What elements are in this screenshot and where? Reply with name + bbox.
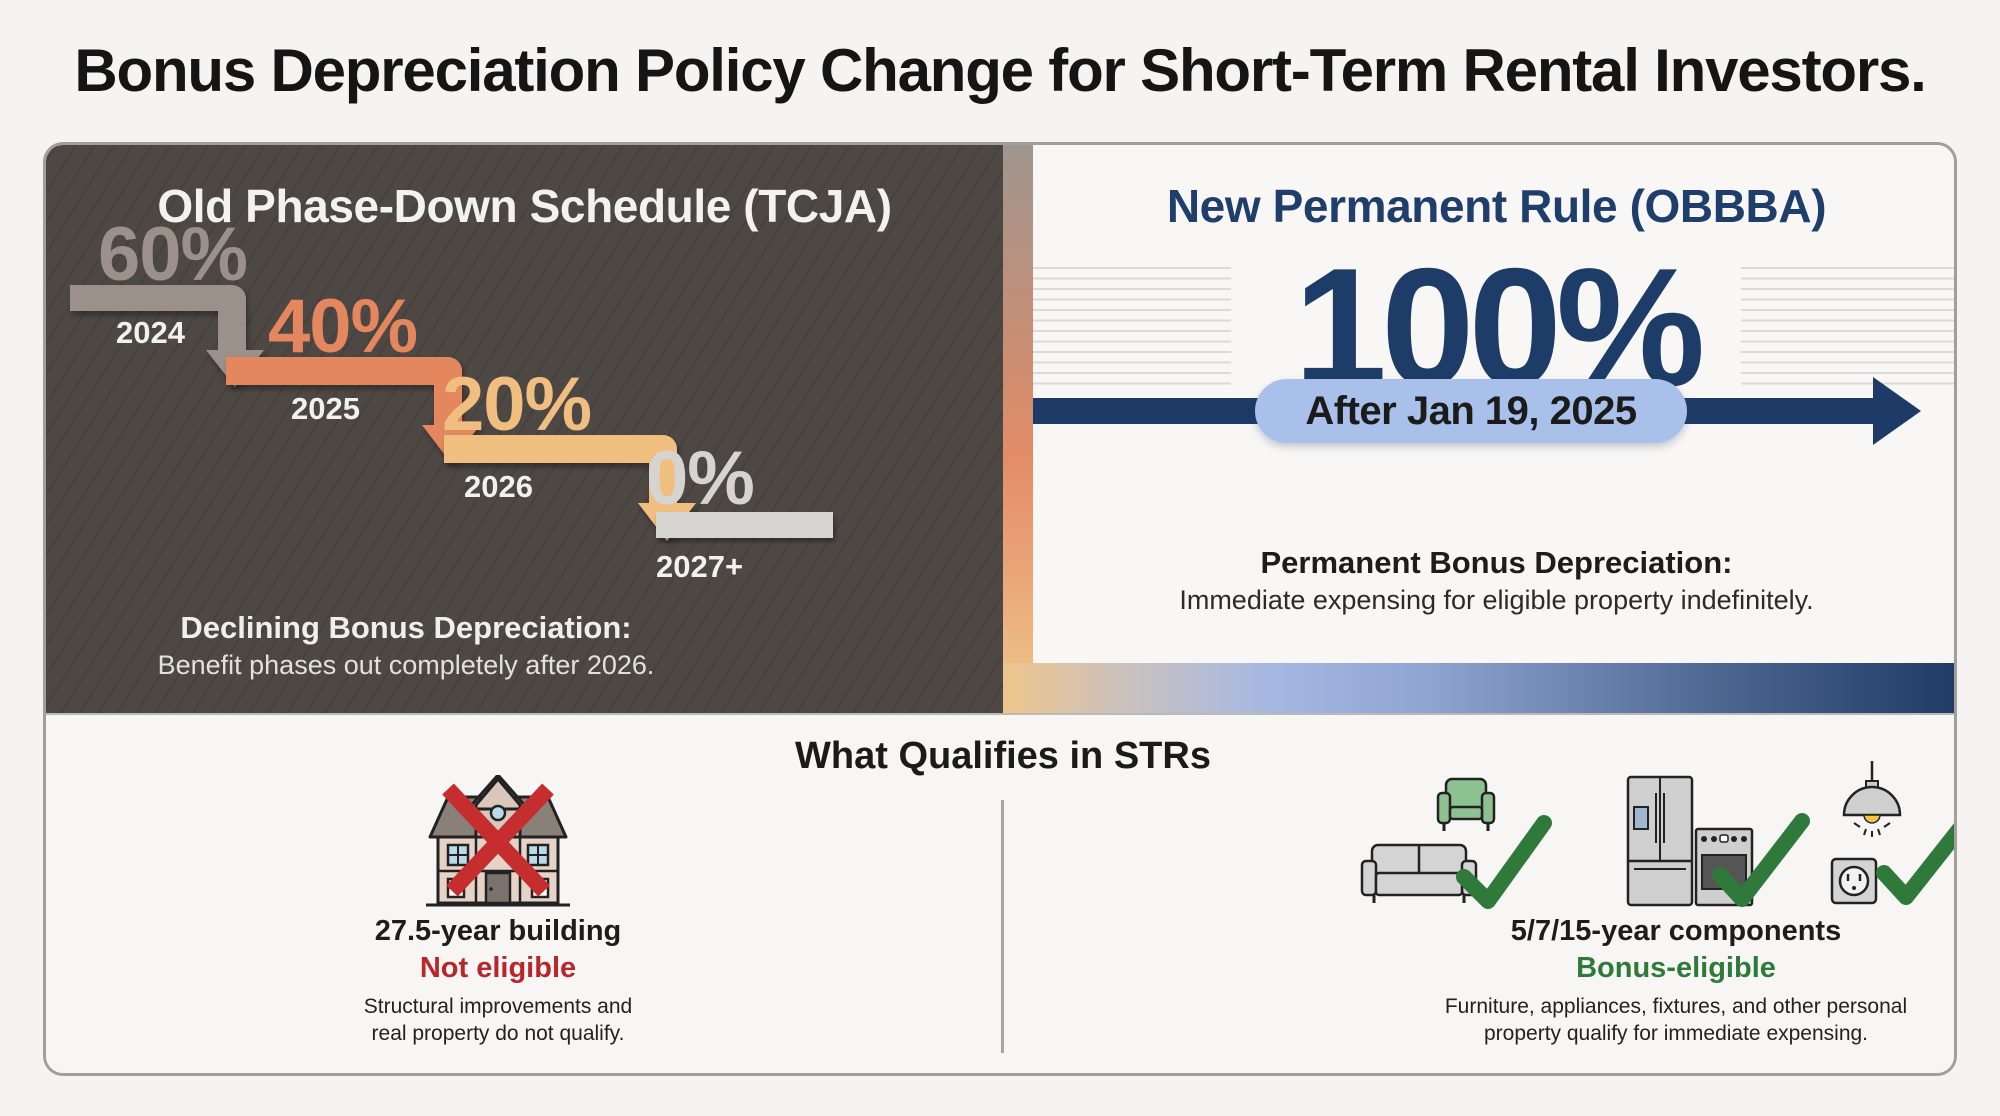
- old-schedule-subcaption: Benefit phases out completely after 2026…: [157, 650, 655, 680]
- not-eligible-desc-line1: Structural improvements and: [363, 995, 633, 1018]
- old-schedule-panel: Old Phase-Down Schedule (TCJA) 60% 2024 …: [46, 145, 1003, 713]
- decorative-lines-right: [1741, 267, 1954, 389]
- step-percent-60: 60%: [98, 212, 248, 297]
- old-schedule-heading: Old Phase-Down Schedule (TCJA): [157, 180, 892, 232]
- step-year-2027-plus: 2027+: [656, 549, 744, 584]
- gradient-divider-vertical: [1003, 145, 1033, 713]
- staircase-arrows-icon: [70, 285, 833, 541]
- not-eligible-desc-line2: real property do not qualify.: [371, 1022, 625, 1046]
- old-schedule-caption: Declining Bonus Depreciation:: [180, 610, 632, 645]
- page-title: Bonus Depreciation Policy Change for Sho…: [74, 37, 1926, 104]
- eligible-status: Bonus-eligible: [1576, 952, 1776, 984]
- eligible-desc-line1: Furniture, appliances, fixtures, and oth…: [1444, 995, 1908, 1018]
- qualifies-section: What Qualifies in STRs 27.5-year buildi: [46, 713, 1954, 1073]
- step-percent-20: 20%: [442, 362, 592, 447]
- step-percent-0: 0%: [646, 436, 755, 521]
- not-eligible-column: 27.5-year building Not eligible Structur…: [298, 915, 698, 1048]
- lamp-outlet-icon: [1830, 761, 1954, 905]
- column-divider: [1001, 800, 1004, 1053]
- decorative-lines-left: [1033, 267, 1231, 389]
- effective-date-badge: After Jan 19, 2025: [1255, 379, 1687, 443]
- new-rule-subcaption: Immediate expensing for eligible propert…: [1179, 585, 1814, 615]
- infographic-frame: Old Phase-Down Schedule (TCJA) 60% 2024 …: [43, 142, 1957, 1076]
- qualifies-heading: What Qualifies in STRs: [795, 735, 1211, 777]
- not-eligible-label: 27.5-year building: [374, 915, 622, 947]
- new-rule-caption: Permanent Bonus Depreciation:: [1260, 545, 1733, 580]
- sofa-armchair-icon: [1360, 777, 1552, 909]
- eligible-desc-line2: property qualify for immediate expensing…: [1483, 1022, 1869, 1046]
- step-year-2025: 2025: [291, 391, 360, 426]
- eligible-column: 5/7/15-year components Bonus-eligible Fu…: [1376, 915, 1954, 1048]
- step-year-2026: 2026: [464, 469, 533, 504]
- new-rule-panel: New Permanent Rule (OBBBA) 100% After Ja…: [1033, 145, 1954, 663]
- step-percent-40: 40%: [268, 284, 418, 369]
- step-year-2024: 2024: [116, 315, 185, 350]
- fridge-stove-icon: [1626, 775, 1810, 907]
- new-rule-heading: New Permanent Rule (OBBBA): [1166, 180, 1827, 232]
- eligible-label: 5/7/15-year components: [1510, 915, 1842, 947]
- arrow-right-icon: [1873, 377, 1921, 445]
- house-crossed-icon: [426, 775, 570, 907]
- gradient-band-horizontal: [1003, 663, 1954, 713]
- not-eligible-status: Not eligible: [419, 952, 577, 984]
